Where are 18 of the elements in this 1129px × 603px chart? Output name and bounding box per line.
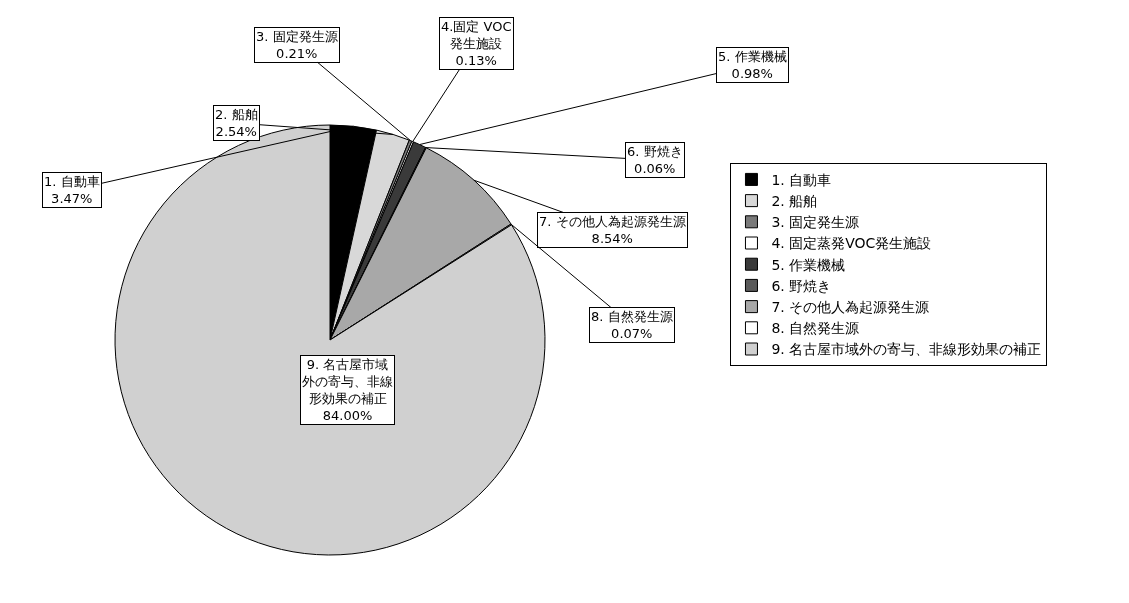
data-label: 6. 野焼き 0.06% xyxy=(627,144,683,176)
legend-label: 9. 名古屋市域外の寄与、非線形効果の補正 xyxy=(771,341,1042,358)
legend-label: 5. 作業機械 xyxy=(771,256,846,273)
legend-label: 7. その他人為起源発生源 xyxy=(771,299,930,316)
data-label: 8. 自然発生源 0.07% xyxy=(591,309,673,341)
legend-label: 2. 船舶 xyxy=(771,193,818,210)
legend-label: 1. 自動車 xyxy=(771,171,832,188)
data-label: 3. 固定発生源 0.21% xyxy=(256,29,338,61)
data-label: 5. 作業機械 0.98% xyxy=(718,49,787,81)
data-label: 4.固定 VOC 発生施設 0.13% xyxy=(441,19,512,68)
data-label: 2. 船舶 2.54% xyxy=(215,107,258,139)
data-label: 7. その他人為起源発生源 8.54% xyxy=(539,214,686,246)
legend-label: 8. 自然発生源 xyxy=(771,320,860,337)
data-label: 9. 名古屋市域外の寄与、非線形効果の補正 84.00% xyxy=(302,357,393,423)
legend-label: 3. 固定発生源 xyxy=(771,214,860,231)
legend-label: 4. 固定蒸発VOC発生施設 xyxy=(771,235,932,252)
legend-label: 6. 野焼き xyxy=(771,277,832,294)
data-label: 1. 自動車 3.47% xyxy=(44,174,100,206)
